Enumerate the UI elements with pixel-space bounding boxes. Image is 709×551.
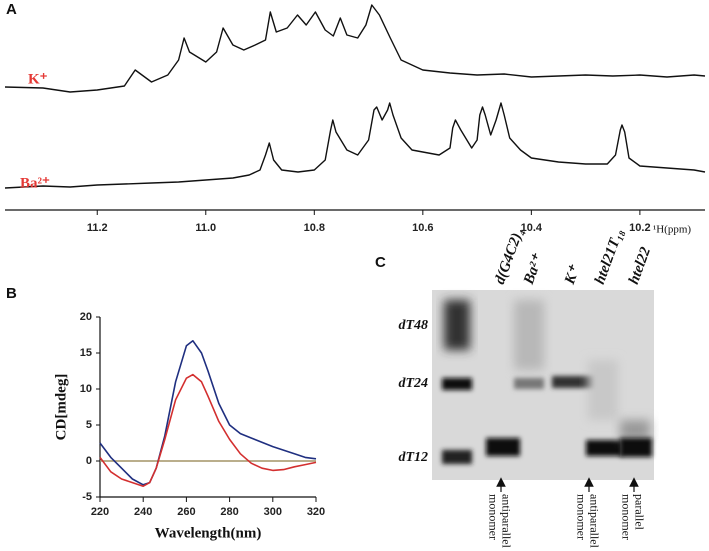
x-tick-label: 240 (134, 506, 152, 518)
gel-band (514, 378, 544, 389)
x-tick-label: 300 (264, 506, 282, 518)
x-axis-title: Wavelength(nm) (155, 525, 262, 541)
y-tick-label: 5 (86, 419, 92, 431)
x-tick-label: 320 (307, 506, 325, 518)
panel-letter: A (6, 1, 17, 18)
annotation: monomer (486, 494, 500, 540)
lane-label: htel22 (626, 245, 654, 287)
x-tick-label: 10.8 (304, 222, 325, 234)
lane-label: htel21T₁₈ (592, 227, 627, 287)
x-tick-label: 260 (177, 506, 195, 518)
trace (99, 373, 317, 487)
x-tick-label: 10.2 (629, 222, 650, 234)
annotation: antiparallel (587, 494, 601, 549)
y-tick-label: 0 (86, 455, 92, 467)
lane-label: Ba²⁺ (521, 251, 547, 287)
x-tick-label: 280 (220, 506, 238, 518)
marker-label: dT48 (398, 318, 428, 333)
gel-band (620, 438, 652, 457)
gel-band (442, 450, 472, 464)
gel-smear (588, 360, 618, 420)
marker-label: dT24 (398, 376, 428, 391)
gel-band (486, 438, 520, 456)
marker-label: dT12 (398, 450, 428, 465)
gel-band (442, 378, 472, 390)
trace-label: Ba²⁺ (20, 175, 50, 191)
trace (99, 340, 317, 486)
gel-band (444, 300, 470, 350)
trace-label: K⁺ (28, 71, 48, 87)
x-tick-label: 11.0 (195, 222, 216, 234)
gel-smear (514, 300, 544, 370)
y-axis-title: CD[mdeg] (53, 374, 69, 441)
y-tick-label: 20 (80, 311, 92, 323)
x-tick-label: 220 (91, 506, 109, 518)
x-tick-label: 10.6 (412, 222, 433, 234)
gel-image (432, 290, 654, 480)
annotation: parallel (632, 494, 646, 531)
panel-letter: B (6, 285, 17, 302)
annotation: monomer (574, 494, 588, 540)
x-tick-label: 10.4 (521, 222, 543, 234)
panel-letter: C (375, 254, 386, 271)
gel-band (586, 440, 622, 456)
x-tick-label: 11.2 (87, 222, 108, 234)
lane-label: K⁺ (562, 262, 584, 287)
y-tick-label: -5 (82, 491, 92, 503)
gel-smear (620, 420, 650, 440)
trace (4, 102, 706, 189)
y-tick-label: 10 (80, 383, 92, 395)
trace (4, 4, 706, 93)
annotation: monomer (619, 494, 633, 540)
y-tick-label: 15 (80, 347, 92, 359)
gel-band (552, 376, 596, 388)
annotation: antiparallel (499, 494, 513, 549)
x-axis-title: ¹H(ppm) (653, 224, 691, 236)
